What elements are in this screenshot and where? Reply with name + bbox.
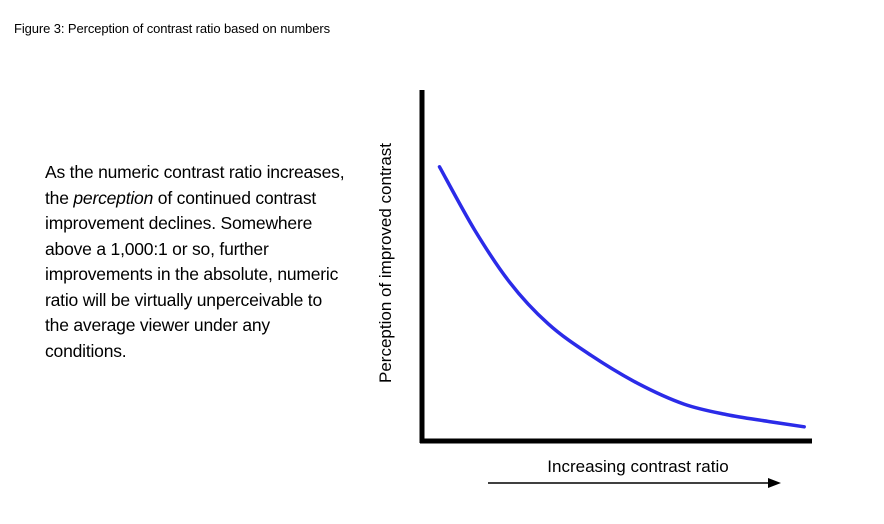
description-part-2: of continued contrast improvement declin…: [45, 187, 339, 361]
figure-caption: Figure 3: Perception of contrast ratio b…: [14, 21, 331, 36]
y-axis-label: Perception of improved contrast: [376, 143, 395, 383]
description-text: As the numeric contrast ratio increases,…: [45, 160, 345, 364]
x-axis-label: Increasing contrast ratio: [547, 457, 728, 476]
description-part-1: As the numeric contrast ratio increases,…: [45, 162, 345, 208]
description-emphasis: perception: [73, 187, 154, 208]
x-direction-arrow-head: [768, 478, 781, 488]
series-line: [437, 165, 806, 429]
